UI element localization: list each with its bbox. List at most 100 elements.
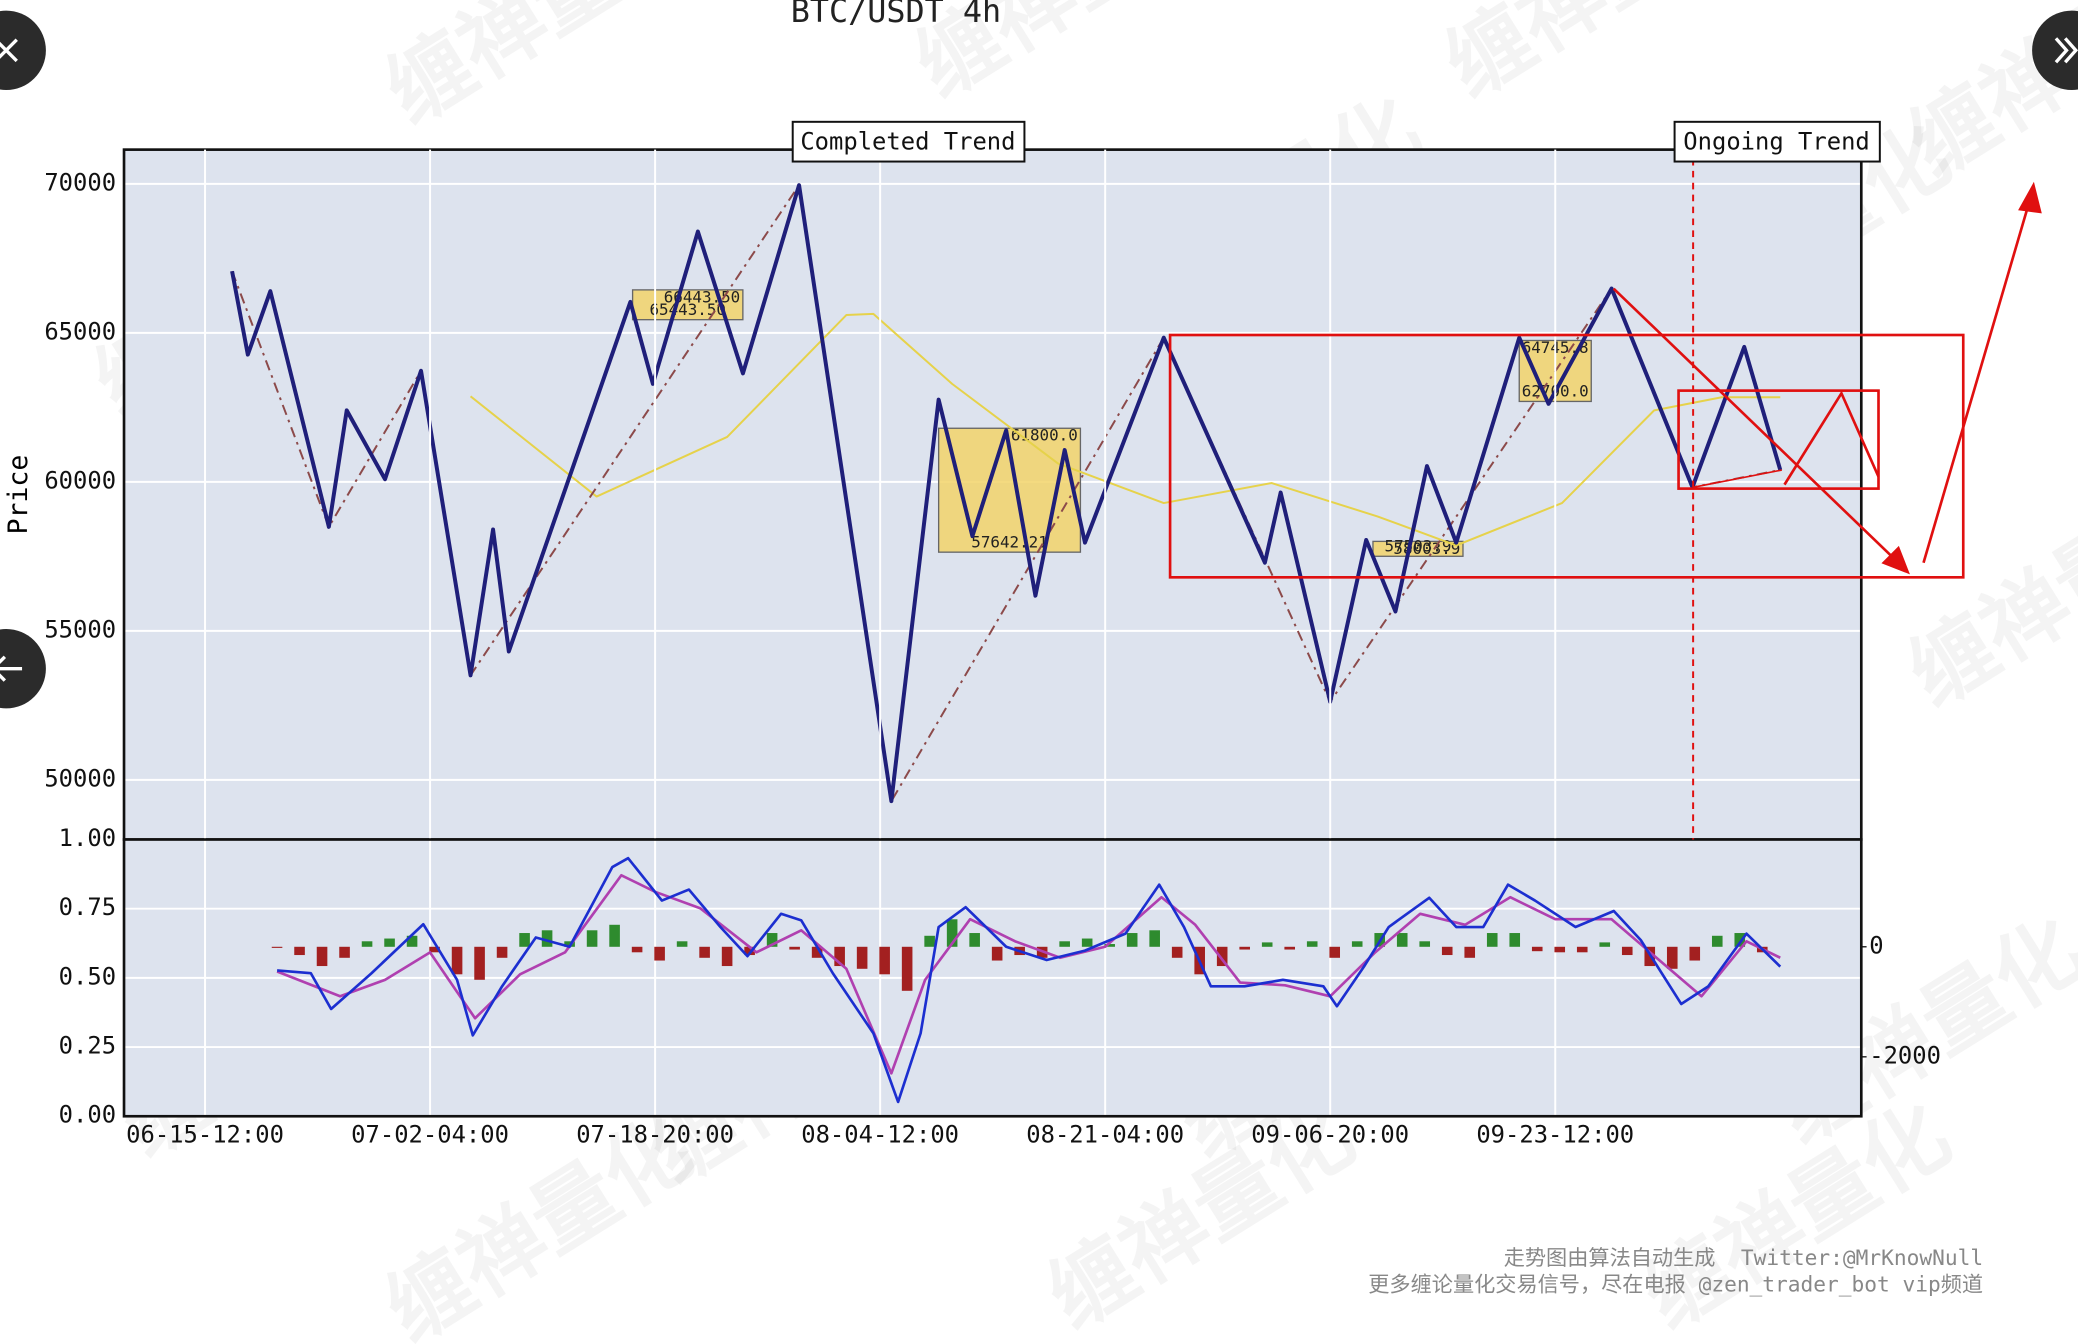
range-box <box>1677 389 1880 490</box>
y2-tick-label: 0 <box>1869 931 1883 959</box>
histogram-bar <box>1351 941 1363 947</box>
plot: 5000055000600006500070000Price66443.5065… <box>3 148 1941 1149</box>
chart-title: BTC/USDT 4h <box>791 0 1001 30</box>
x-tick-label: 08-21-04:00 <box>1026 1121 1184 1149</box>
y2-tick-label: -2000 <box>1869 1041 1941 1069</box>
histogram-bar <box>316 946 328 967</box>
histogram-bar <box>811 946 823 958</box>
histogram-bar <box>856 946 868 969</box>
annotation: Ongoing Trend <box>1673 120 1881 163</box>
x-tick-label: 09-23-12:00 <box>1476 1121 1634 1149</box>
histogram-bar <box>1126 933 1138 947</box>
x-tick-label: 08-04-12:00 <box>801 1121 959 1149</box>
histogram-bar <box>1509 933 1521 947</box>
y-tick-label: 60000 <box>44 466 116 494</box>
histogram-bar <box>789 946 800 950</box>
histogram-bar <box>1554 946 1566 953</box>
pivot-zone <box>1372 540 1464 557</box>
annotation-text: Completed Trend <box>800 128 1015 156</box>
histogram-bar <box>834 946 845 967</box>
histogram-bar <box>969 933 980 947</box>
close-button[interactable] <box>0 10 46 91</box>
histogram-bar <box>1486 933 1498 947</box>
series-line <box>276 856 1782 1104</box>
footer-text: 更多缠论量化交易信号，尽在电报 @zen_trader_bot vip频道 <box>1368 1272 1983 1297</box>
histogram-bar <box>1284 946 1295 950</box>
histogram-bar <box>1531 946 1543 952</box>
histogram-bar <box>1239 946 1250 950</box>
histogram-bar <box>901 946 913 991</box>
y-axis-label: Price <box>3 455 34 535</box>
histogram-bar <box>1734 933 1746 947</box>
histogram-bar <box>406 935 418 947</box>
annotation-text: Ongoing Trend <box>1683 128 1869 156</box>
histogram-bar <box>384 938 395 947</box>
histogram-bar <box>294 946 305 956</box>
watermark: 缠禅量化 <box>1891 462 2078 726</box>
histogram-bar <box>1441 946 1453 956</box>
histogram-bar <box>271 946 283 948</box>
histogram-bar <box>1689 946 1701 961</box>
histogram-bar <box>654 946 665 961</box>
arrowhead <box>2018 181 2042 214</box>
histogram-bar <box>474 946 485 980</box>
plot-frame <box>122 838 1863 1118</box>
histogram-bar <box>451 946 463 975</box>
histogram-bar <box>1711 935 1723 947</box>
histogram-bar <box>1599 942 1611 947</box>
zone-label: 57503.9 <box>1385 537 1452 556</box>
y-tick-label: 1.00 <box>59 824 116 852</box>
histogram-bar <box>946 919 958 947</box>
histogram-bar <box>676 941 688 947</box>
watermark: 缠禅量化 <box>1428 0 1768 116</box>
histogram-bar <box>361 941 373 947</box>
histogram-bar <box>1464 946 1476 958</box>
y-tick-label: 0.00 <box>59 1101 116 1129</box>
histogram-bar <box>496 946 508 958</box>
y-tick-label: 65000 <box>44 317 116 345</box>
histogram-bar <box>1059 941 1070 947</box>
histogram-bar <box>721 946 733 967</box>
histogram-bar <box>1666 946 1678 969</box>
series-line <box>469 312 1781 547</box>
y-tick-label: 0.25 <box>59 1032 116 1060</box>
histogram-bar <box>744 946 755 956</box>
histogram-bar <box>1621 946 1633 956</box>
histogram-bar <box>631 946 643 953</box>
y-tick-label: 0.50 <box>59 962 116 990</box>
histogram-bar <box>1576 946 1588 953</box>
histogram-bar <box>541 930 553 947</box>
x-tick-label: 06-15-12:00 <box>126 1121 284 1149</box>
histogram-bar <box>1171 946 1183 958</box>
y-tick-label: 55000 <box>44 615 116 643</box>
y-tick-label: 70000 <box>44 168 116 196</box>
projection <box>1783 390 1880 486</box>
expand-button[interactable] <box>2032 10 2078 91</box>
annotation: Completed Trend <box>791 120 1026 163</box>
histogram-bar <box>1216 946 1228 967</box>
series-line <box>230 183 1783 804</box>
histogram-bar <box>1261 942 1273 947</box>
histogram-bar <box>609 924 620 947</box>
zone-label: 65443.50 <box>649 300 725 319</box>
zone-label: 57642.21 <box>971 532 1047 551</box>
series-line <box>276 873 1781 1075</box>
x-tick-label: 07-02-04:00 <box>351 1121 509 1149</box>
watermark: 缠禅量化 <box>369 0 709 143</box>
histogram-bar <box>766 933 778 947</box>
histogram-bar <box>1081 938 1093 947</box>
x-tick-label: 09-06-20:00 <box>1251 1121 1409 1149</box>
histogram-bar <box>1396 933 1408 947</box>
trend-stub <box>1692 469 1782 489</box>
range-box <box>1168 333 1965 579</box>
histogram-bar <box>339 946 350 958</box>
arrowhead <box>1881 545 1910 575</box>
histogram-bar <box>1149 930 1160 947</box>
x-tick-label: 07-18-20:00 <box>576 1121 734 1149</box>
footer-text: 走势图由算法自动生成 Twitter:@MrKnowNull <box>1504 1245 1983 1270</box>
histogram-bar <box>1104 944 1115 947</box>
arrow <box>1922 200 2031 564</box>
histogram-bar <box>699 946 710 958</box>
back-button[interactable] <box>0 628 46 709</box>
